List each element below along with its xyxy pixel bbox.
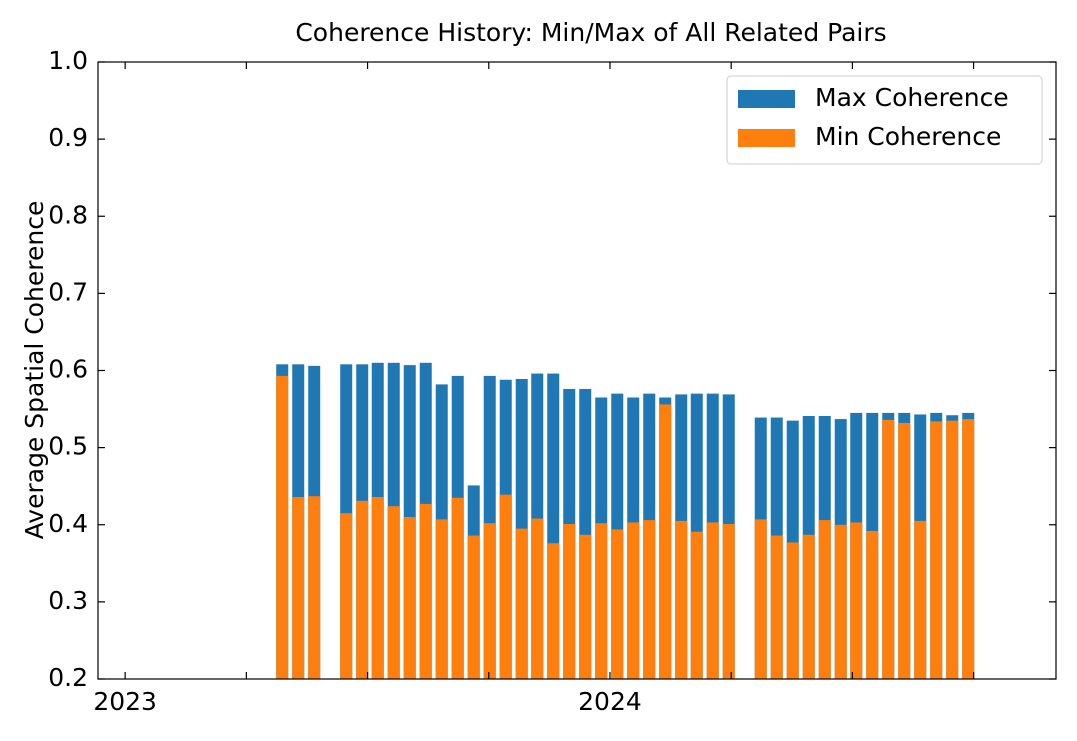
bar [627,522,640,679]
legend: Max Coherence Min Coherence [726,75,1043,165]
bar [451,497,464,679]
bar [930,421,943,679]
y-tick-label: 0.6 [48,355,88,384]
bar [706,522,719,679]
bar [515,528,528,679]
y-tick-label: 0.5 [48,432,88,461]
bar [467,535,480,679]
bar [675,520,688,679]
y-tick-label: 0.4 [48,509,88,538]
bar [946,420,959,679]
bar [371,496,384,679]
bar [770,535,783,679]
bar [850,522,863,679]
bar [356,500,369,679]
bar [882,419,895,679]
bar [563,523,576,679]
bar [435,519,448,679]
x-tick-label: 2023 [93,687,157,716]
bar [834,524,847,679]
y-tick-label: 1.0 [48,46,88,75]
bar [340,513,353,679]
bar [898,422,911,679]
bar [802,534,815,679]
bar [818,520,831,679]
bar [611,529,624,679]
y-axis-label: Average Spatial Coherence [20,201,49,540]
bar [659,404,672,679]
legend-swatch [738,90,795,108]
bar [403,517,416,679]
x-tick-label: 2024 [578,687,642,716]
bar [690,531,703,679]
y-tick-label: 0.2 [48,663,88,692]
bar [499,494,512,679]
bar [595,523,608,679]
bar [914,520,927,679]
bar [579,534,592,679]
y-tick-label: 0.9 [48,123,88,152]
legend-swatch [738,129,795,147]
legend-box [726,75,1043,165]
bar [276,375,289,679]
legend-label: Max Coherence [815,83,1009,112]
y-tick-label: 0.8 [48,200,88,229]
bar [308,496,321,679]
bar [643,520,656,679]
y-tick-label: 0.3 [48,586,88,615]
bar [786,542,799,679]
bar [387,506,400,679]
bar [722,523,735,679]
y-tick-label: 0.7 [48,277,88,306]
bar [754,519,767,679]
legend-label: Min Coherence [815,122,1001,151]
bar [531,518,544,679]
bar [547,543,560,679]
bar [292,496,305,679]
bar [483,523,496,679]
bar [419,503,432,679]
bar [962,419,975,679]
chart-title: Coherence History: Min/Max of All Relate… [295,18,886,47]
bar [866,530,879,679]
